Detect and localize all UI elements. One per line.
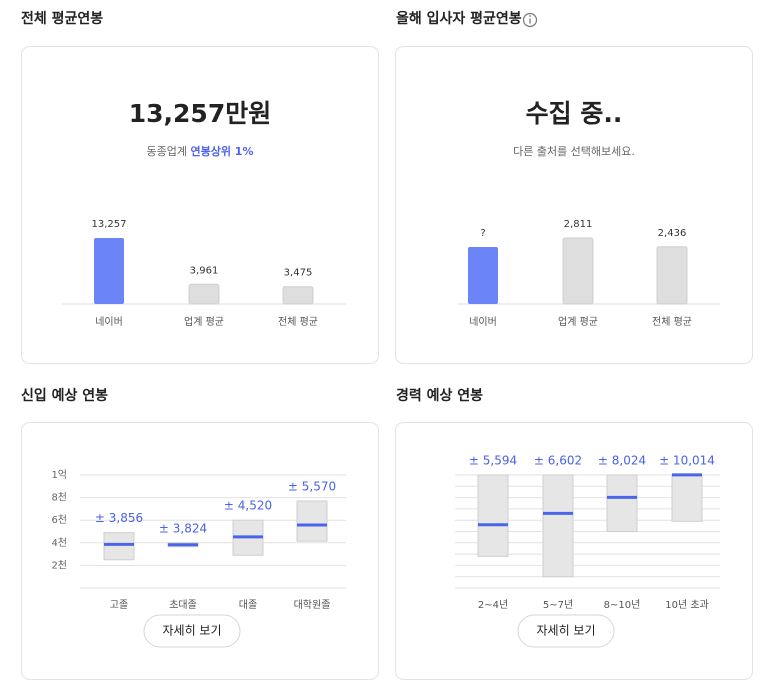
range-box	[671, 474, 703, 522]
y-tick-label: 8천	[51, 492, 67, 504]
bar	[562, 237, 594, 305]
y-tick-label: 4천	[51, 537, 67, 549]
x-tick-label: 전체 평균	[652, 316, 692, 328]
placeholder-bar	[468, 247, 498, 304]
bar	[94, 238, 124, 304]
card-title: 경력 예상 연봉	[396, 387, 483, 404]
range-box	[296, 500, 328, 542]
x-tick-label: 업계 평균	[184, 315, 224, 328]
x-tick-label: 네이버	[95, 316, 123, 328]
x-tick-label: 네이버	[469, 316, 497, 328]
info-icon[interactable]	[522, 12, 538, 28]
value-label: ?	[480, 228, 485, 239]
value-label: ± 10,014	[659, 454, 715, 468]
value-label: ± 5,570	[288, 479, 336, 493]
x-tick-label: 전체 평균	[278, 316, 318, 328]
headline: 수집 중..	[526, 99, 623, 128]
card	[395, 46, 753, 364]
range-box	[606, 474, 638, 532]
x-tick-label: 업계 평균	[558, 315, 598, 328]
card	[21, 422, 379, 680]
range-box	[103, 532, 135, 561]
y-tick-label: 1억	[51, 469, 67, 481]
button[interactable]	[517, 614, 615, 648]
card-title: 전체 평균연봉	[21, 10, 103, 27]
y-tick-label: 6천	[51, 514, 67, 526]
x-tick-label: 고졸	[110, 599, 128, 611]
value-label: ± 3,856	[95, 511, 143, 525]
range-box	[477, 474, 509, 557]
subtitle-text: 동종업계	[147, 145, 187, 158]
card	[21, 46, 379, 364]
range-box	[542, 474, 574, 578]
value-label: ± 3,824	[159, 521, 207, 535]
card-title: 신입 예상 연봉	[21, 388, 108, 404]
bar	[282, 286, 314, 305]
value-label: 3,475	[284, 268, 313, 279]
y-tick-label: 2천	[51, 559, 67, 571]
bar	[188, 283, 220, 305]
subtitle: 다른 출처를 선택해보세요.	[513, 144, 635, 158]
value-label: 3,961	[190, 265, 219, 276]
x-tick-label: 대학원졸	[294, 599, 331, 611]
card-title: 올해 입사자 평균연봉	[396, 10, 522, 27]
x-tick-label: 5~7년	[543, 599, 573, 611]
subtitle-highlight: 연봉상위 1%	[190, 144, 253, 158]
value-label: ± 4,520	[224, 499, 272, 513]
bar	[656, 246, 688, 305]
x-tick-label: 대졸	[239, 599, 257, 611]
x-tick-label: 2~4년	[478, 599, 508, 611]
x-tick-label: 10년 초과	[665, 599, 709, 611]
value-label: ± 5,594	[469, 454, 517, 468]
value-label: 2,811	[564, 219, 593, 230]
button-label[interactable]: 자세히 보기	[536, 624, 595, 638]
headline: 13,257만원	[129, 99, 271, 128]
subtitle: 동종업계 연봉상위 1%	[147, 144, 254, 158]
value-label: ± 6,602	[534, 454, 582, 468]
x-tick-label: 초대졸	[169, 599, 197, 611]
button-label[interactable]: 자세히 보기	[162, 624, 221, 638]
value-label: ± 8,024	[598, 454, 646, 468]
button[interactable]	[143, 614, 241, 648]
value-label: 13,257	[92, 219, 127, 230]
x-tick-label: 8~10년	[604, 599, 641, 611]
value-label: 2,436	[658, 228, 687, 239]
